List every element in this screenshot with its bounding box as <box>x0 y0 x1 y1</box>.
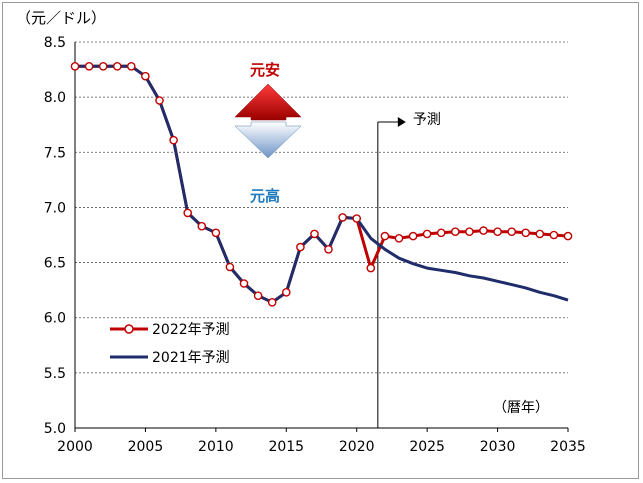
data-point-2022 <box>394 233 404 243</box>
data-point-2022 <box>450 227 460 236</box>
up-arrow-icon <box>234 83 302 121</box>
legend-label-2022: 2022年予測 <box>152 322 230 338</box>
forecast-arrowhead <box>397 117 406 127</box>
y-tick-label: 7.5 <box>44 145 66 161</box>
x-tick-label: 2035 <box>550 439 586 455</box>
series-line-2022 <box>75 64 569 304</box>
y-unit-label: （元／ドル） <box>16 9 106 27</box>
data-point-2022 <box>84 62 94 71</box>
data-point-2022 <box>366 263 376 273</box>
data-point-2022 <box>267 297 277 307</box>
data-point-2022 <box>113 62 122 71</box>
legend-marker-2022 <box>124 324 134 334</box>
x-unit-label: （暦年） <box>493 400 549 416</box>
y-tick-labels: 5.0 5.5 6.0 6.5 7.0 7.5 8.0 8.5 <box>44 35 66 437</box>
data-point-2022 <box>338 213 347 222</box>
yuan-stronger-label: 元高 <box>250 187 280 205</box>
x-tick-label: 2000 <box>57 439 93 455</box>
data-point-2022 <box>408 231 418 241</box>
data-point-2022 <box>479 226 488 235</box>
x-tick-label: 2005 <box>128 439 164 455</box>
yuan-weaker-label: 元安 <box>250 61 280 79</box>
down-arrow-icon <box>234 121 302 159</box>
data-point-2022 <box>549 230 559 240</box>
data-point-2022 <box>239 279 249 288</box>
data-point-2022 <box>521 228 531 238</box>
x-tick-label: 2010 <box>198 439 234 455</box>
legend-label-2021: 2021年予測 <box>152 350 230 366</box>
data-point-2022 <box>127 62 136 71</box>
data-point-2022 <box>169 135 178 145</box>
data-point-2022 <box>380 231 390 241</box>
data-point-2022 <box>507 227 517 236</box>
y-tick-label: 8.5 <box>44 35 66 51</box>
data-point-2022 <box>141 71 150 81</box>
data-point-2022 <box>253 291 263 301</box>
data-point-2022 <box>225 262 235 272</box>
data-point-2022 <box>493 227 502 236</box>
x-tick-label: 2020 <box>339 439 375 455</box>
data-point-2022 <box>324 244 333 254</box>
data-point-2022 <box>296 242 305 252</box>
data-point-2022 <box>211 228 221 238</box>
gridlines <box>75 41 568 374</box>
data-point-2022 <box>70 62 80 71</box>
y-tick-label: 7.0 <box>44 200 66 216</box>
data-point-2022 <box>281 287 291 297</box>
y-tick-label: 6.0 <box>44 311 66 327</box>
data-point-2022 <box>197 221 207 231</box>
data-point-2022 <box>563 231 573 241</box>
series-layer <box>70 62 573 307</box>
data-point-2022 <box>352 214 362 223</box>
y-tick-label: 6.5 <box>44 256 66 272</box>
x-tick-labels: 2000 2005 2010 2015 2020 2025 2030 2035 <box>57 428 586 455</box>
data-point-2022 <box>98 62 108 71</box>
y-tick-label: 8.0 <box>44 90 66 106</box>
data-point-2022 <box>183 208 192 218</box>
y-tick-label: 5.0 <box>44 421 66 437</box>
x-tick-label: 2015 <box>268 439 304 455</box>
x-tick-label: 2025 <box>409 439 445 455</box>
data-point-2022 <box>465 227 474 236</box>
data-point-2022 <box>310 229 319 239</box>
x-tick-label: 2030 <box>480 439 516 455</box>
data-point-2022 <box>422 229 432 239</box>
forecast-label: 予測 <box>413 112 441 128</box>
data-point-2022 <box>535 229 545 239</box>
data-point-2022 <box>436 228 446 238</box>
data-point-2022 <box>155 96 164 105</box>
y-tick-label: 5.5 <box>44 366 66 382</box>
series-line-2021 <box>75 64 569 304</box>
